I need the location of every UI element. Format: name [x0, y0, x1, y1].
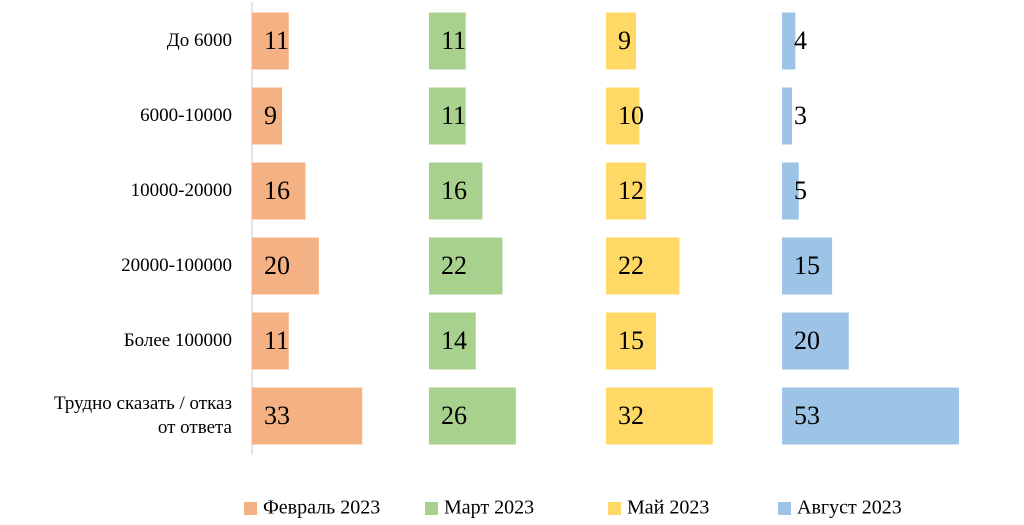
value-label: 15 [618, 326, 644, 355]
value-label: 53 [794, 401, 820, 430]
category-label: Трудно сказать / отказ от ответа [54, 393, 232, 438]
legend-swatch [244, 502, 257, 515]
value-label: 33 [264, 401, 290, 430]
bar [429, 312, 476, 370]
bar [429, 387, 516, 445]
category-label: 6000-10000 [140, 105, 232, 126]
value-label: 12 [618, 176, 644, 205]
bar [252, 387, 363, 445]
bar [606, 87, 640, 145]
bar [606, 162, 647, 220]
bar [782, 162, 799, 220]
value-label: 5 [794, 176, 807, 205]
bar [782, 12, 796, 70]
bar [606, 387, 713, 445]
value-label: 9 [264, 101, 277, 130]
value-label: 3 [794, 101, 807, 130]
value-label: 22 [441, 251, 467, 280]
bar [429, 12, 466, 70]
bar [782, 237, 833, 295]
value-label: 14 [441, 326, 467, 355]
value-label: 11 [441, 26, 466, 55]
category-label: 10000-20000 [130, 180, 232, 201]
bar [429, 162, 483, 220]
value-label: 15 [794, 251, 820, 280]
bar [252, 12, 289, 70]
bar [429, 237, 503, 295]
category-label: 20000-100000 [121, 255, 232, 276]
bar [252, 237, 319, 295]
legend-label: Февраль 2023 [263, 497, 380, 519]
value-label: 32 [618, 401, 644, 430]
value-label: 22 [618, 251, 644, 280]
category-label: До 6000 [166, 30, 232, 51]
value-label: 20 [264, 251, 290, 280]
value-label: 16 [441, 176, 467, 205]
value-label: 11 [441, 101, 466, 130]
bar [252, 312, 289, 370]
bar [252, 162, 306, 220]
legend-label: Август 2023 [797, 497, 902, 519]
legend-swatch [425, 502, 438, 515]
bar [782, 312, 849, 370]
value-label: 11 [264, 326, 289, 355]
value-label: 11 [264, 26, 289, 55]
category-label: Более 100000 [123, 330, 232, 351]
legend-swatch [608, 502, 621, 515]
legend-swatch [778, 502, 791, 515]
bar [606, 12, 637, 70]
value-label: 16 [264, 176, 290, 205]
legend-label: Май 2023 [627, 497, 709, 519]
value-label: 4 [794, 26, 807, 55]
legend-label: Март 2023 [444, 497, 534, 519]
value-label: 10 [618, 101, 644, 130]
bar [252, 87, 283, 145]
bar [606, 312, 657, 370]
value-label: 9 [618, 26, 631, 55]
value-label: 20 [794, 326, 820, 355]
bar [782, 87, 793, 145]
bar [606, 237, 680, 295]
value-label: 26 [441, 401, 467, 430]
bar [782, 387, 959, 445]
bar [429, 87, 466, 145]
